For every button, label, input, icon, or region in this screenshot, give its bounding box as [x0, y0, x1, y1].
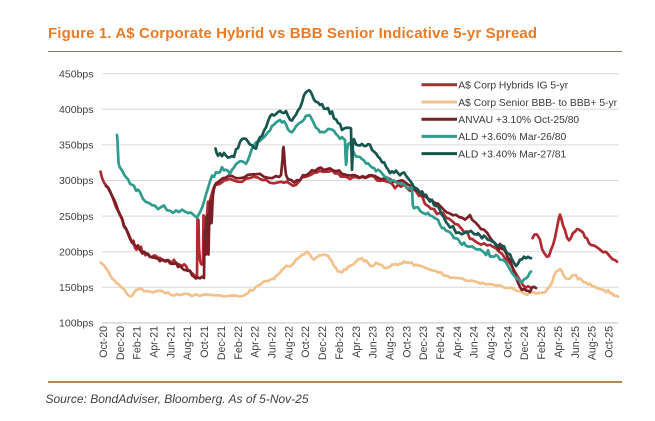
- svg-text:Oct-23: Oct-23: [401, 326, 413, 358]
- svg-text:Jun-21: Jun-21: [165, 326, 177, 358]
- svg-text:100bps: 100bps: [59, 318, 93, 330]
- svg-text:350bps: 350bps: [59, 140, 93, 152]
- svg-text:Jun-23: Jun-23: [368, 326, 380, 358]
- svg-text:Oct-21: Oct-21: [199, 326, 211, 358]
- svg-text:Apr-23: Apr-23: [351, 326, 363, 358]
- svg-text:Feb-25: Feb-25: [536, 326, 548, 360]
- svg-text:Oct-25: Oct-25: [604, 326, 616, 358]
- svg-text:Apr-21: Apr-21: [149, 326, 161, 358]
- svg-text:150bps: 150bps: [59, 282, 93, 294]
- svg-text:Dec-21: Dec-21: [216, 326, 228, 360]
- svg-text:Aug-21: Aug-21: [182, 326, 194, 360]
- svg-text:Aug-24: Aug-24: [486, 326, 498, 360]
- svg-text:Feb-24: Feb-24: [435, 326, 447, 360]
- svg-text:200bps: 200bps: [59, 246, 93, 258]
- svg-text:450bps: 450bps: [59, 68, 93, 80]
- svg-text:250bps: 250bps: [59, 211, 93, 223]
- svg-text:Apr-24: Apr-24: [452, 326, 464, 358]
- svg-text:Oct-22: Oct-22: [300, 326, 312, 358]
- svg-text:ANVAU +3.10% Oct-25/80: ANVAU +3.10% Oct-25/80: [458, 115, 579, 126]
- svg-text:300bps: 300bps: [59, 175, 93, 187]
- svg-text:Oct-20: Oct-20: [98, 326, 110, 358]
- svg-text:400bps: 400bps: [59, 104, 93, 116]
- svg-text:Apr-22: Apr-22: [250, 326, 262, 358]
- svg-text:Oct-24: Oct-24: [502, 326, 514, 358]
- svg-text:ALD +3.40% Mar-27/81: ALD +3.40% Mar-27/81: [458, 149, 566, 160]
- svg-text:Dec-23: Dec-23: [418, 326, 430, 360]
- svg-text:Jun-22: Jun-22: [267, 326, 279, 358]
- svg-text:Feb-23: Feb-23: [334, 326, 346, 360]
- svg-text:Feb-21: Feb-21: [132, 326, 144, 360]
- svg-text:Apr-25: Apr-25: [553, 326, 565, 358]
- svg-text:Aug-22: Aug-22: [283, 326, 295, 360]
- svg-text:Dec-24: Dec-24: [519, 326, 531, 360]
- svg-text:Jun-24: Jun-24: [469, 326, 481, 358]
- svg-text:Dec-22: Dec-22: [317, 326, 329, 360]
- svg-text:ALD +3.60% Mar-26/80: ALD +3.60% Mar-26/80: [458, 132, 566, 143]
- svg-text:Aug-25: Aug-25: [587, 326, 599, 360]
- svg-text:A$ Corp Senior BBB- to BBB+ 5-: A$ Corp Senior BBB- to BBB+ 5-yr: [458, 98, 617, 109]
- svg-text:A$ Corp Hybrids IG 5-yr: A$ Corp Hybrids IG 5-yr: [458, 81, 568, 92]
- svg-text:Aug-23: Aug-23: [385, 326, 397, 360]
- svg-text:Dec-20: Dec-20: [115, 326, 127, 360]
- svg-text:Jun-25: Jun-25: [570, 326, 582, 358]
- svg-text:Feb-22: Feb-22: [233, 326, 245, 360]
